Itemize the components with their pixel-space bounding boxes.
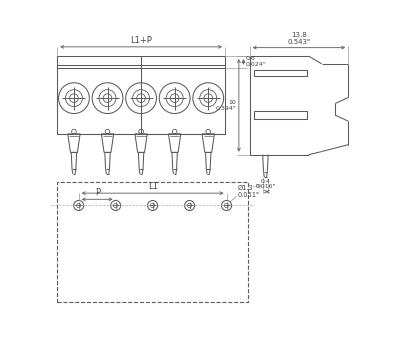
Text: P: P: [95, 188, 100, 197]
Text: 0.6
0.024": 0.6 0.024": [246, 56, 266, 67]
Text: L1+P: L1+P: [130, 36, 152, 45]
Bar: [57, 182, 248, 302]
Text: 13.8
0.543": 13.8 0.543": [287, 32, 310, 45]
Bar: [254, 70, 307, 76]
Text: 10
0.394": 10 0.394": [216, 100, 236, 111]
Text: L1: L1: [148, 182, 158, 191]
Bar: [254, 111, 307, 119]
Bar: [57, 56, 225, 134]
Text: Ø1.3⁻⁰¹
0.051": Ø1.3⁻⁰¹ 0.051": [237, 185, 262, 198]
Text: 0.4
0.016": 0.4 0.016": [255, 178, 276, 189]
